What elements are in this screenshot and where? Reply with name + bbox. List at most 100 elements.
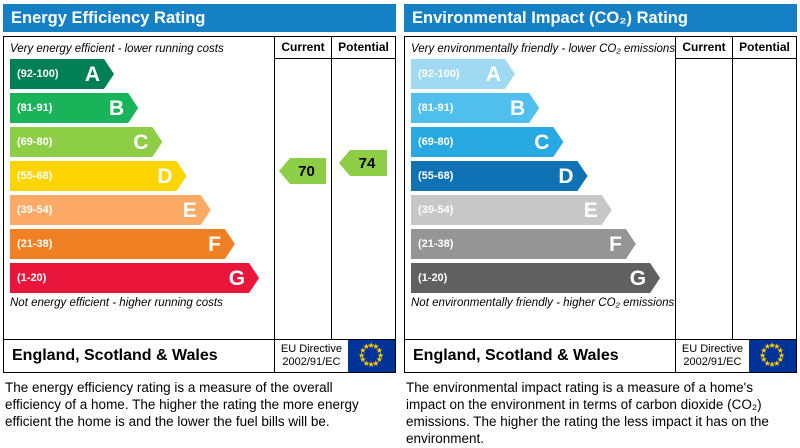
eu-flag-star: ★ — [768, 341, 776, 350]
energy-efficiency-panel: Energy Efficiency Rating Very energy eff… — [3, 4, 396, 447]
eu-flag-star: ★ — [372, 342, 380, 352]
energy-eu-directive-label: EU Directive 2002/91/EC — [273, 340, 348, 372]
band-range-label: (92-100) — [17, 68, 59, 80]
band-range-label: (21-38) — [418, 238, 454, 250]
eu-directive-line2: 2002/91/EC — [282, 356, 341, 368]
band-letter-label: E — [182, 198, 197, 222]
eu-flag-star: ★ — [773, 342, 781, 352]
energy-potential-column: Potential — [331, 37, 395, 339]
eu-flag-star: ★ — [760, 355, 768, 365]
energy-band-b: (81-91) B — [10, 93, 138, 123]
environmental-potential-column: Potential — [732, 37, 796, 339]
band-letter-label: F — [609, 232, 622, 256]
band-range-label: (39-54) — [418, 204, 454, 216]
eu-flag-star: ★ — [760, 345, 768, 355]
environmental-impact-panel: Environmental Impact (CO₂) Rating Very e… — [404, 4, 797, 447]
band-letter-label: C — [534, 130, 550, 154]
energy-bottom-note: Not energy efficient - higher running co… — [10, 297, 223, 309]
band-letter-label: A — [485, 62, 501, 86]
band-letter-label: B — [510, 96, 526, 120]
energy-current-column: Current — [274, 37, 331, 339]
environmental-top-note: Very environmentally friendly - lower CO… — [411, 43, 676, 55]
environmental-bottom-note: Not environmentally friendly - higher CO… — [411, 297, 675, 309]
environmental-current-column-header: Current — [676, 37, 732, 59]
band-letter-label: E — [583, 198, 598, 222]
band-range-label: (55-68) — [17, 170, 53, 182]
band-letter-label: D — [558, 164, 574, 188]
eu-flag-star: ★ — [776, 345, 784, 355]
eu-flag-icon: ★ ★ ★ ★ ★ ★ ★ ★ ★ ★ ★ ★ — [749, 340, 796, 372]
eu-flag-star: ★ — [358, 350, 366, 360]
eu-flag-star: ★ — [776, 355, 784, 365]
eu-flag-star: ★ — [362, 358, 370, 368]
eu-flag-star: ★ — [375, 345, 383, 355]
energy-footer-bar: England, Scotland & Wales EU Directive 2… — [3, 339, 396, 373]
band-letter-label: F — [208, 232, 221, 256]
energy-band-g: (1-20) G — [10, 263, 259, 293]
environmental-band-d: (55-68) D — [411, 161, 588, 191]
band-range-label: (39-54) — [17, 204, 53, 216]
environmental-band-c: (69-80) C — [411, 127, 563, 157]
environmental-band-a: (92-100) A — [411, 59, 515, 89]
eu-flag-star: ★ — [768, 360, 776, 369]
band-range-label: (1-20) — [418, 272, 448, 284]
eu-flag-star: ★ — [372, 358, 380, 368]
eu-flag-star: ★ — [763, 358, 771, 368]
energy-band-c: (69-80) C — [10, 127, 162, 157]
energy-band-a: (92-100) A — [10, 59, 114, 89]
band-range-label: (81-91) — [418, 102, 454, 114]
energy-potential-rating-arrow: 74 — [339, 150, 387, 176]
energy-description: The energy efficiency rating is a measur… — [5, 380, 359, 429]
band-letter-label: G — [629, 266, 647, 290]
eu-flag-icon: ★ ★ ★ ★ ★ ★ ★ ★ ★ ★ ★ ★ — [348, 340, 395, 372]
eu-flag-star: ★ — [778, 350, 786, 360]
environmental-rating-chart: Very environmentally friendly - lower CO… — [404, 36, 797, 340]
energy-current-rating-arrow: 70 — [279, 158, 326, 184]
eu-flag-star: ★ — [359, 345, 367, 355]
environmental-bands: (92-100) A (81-91) B (69-80) C (55-68) D (39-54)… — [411, 59, 671, 293]
energy-band-e: (39-54) E — [10, 195, 211, 225]
band-range-label: (69-80) — [418, 136, 454, 148]
eu-flag-star: ★ — [763, 342, 771, 352]
energy-current-column-header: Current — [275, 37, 331, 59]
energy-region-label: England, Scotland & Wales — [12, 347, 218, 364]
band-range-label: (81-91) — [17, 102, 53, 114]
eu-flag-star: ★ — [773, 358, 781, 368]
eu-directive-line1: EU Directive — [280, 343, 342, 355]
environmental-region-label: England, Scotland & Wales — [413, 347, 619, 364]
eu-flag-star: ★ — [759, 350, 767, 360]
band-letter-label: C — [133, 130, 149, 154]
environmental-band-g: (1-20) G — [411, 263, 660, 293]
energy-panel-title: Energy Efficiency Rating — [3, 4, 396, 32]
eu-flag-star: ★ — [359, 355, 367, 365]
band-letter-label: A — [84, 62, 100, 86]
environmental-footer-bar: England, Scotland & Wales EU Directive 2… — [404, 339, 797, 373]
energy-band-d: (55-68) D — [10, 161, 187, 191]
environmental-band-b: (81-91) B — [411, 93, 539, 123]
band-range-label: (92-100) — [418, 68, 460, 80]
energy-top-note: Very energy efficient - lower running co… — [10, 43, 224, 55]
energy-bands-area: Very energy efficient - lower running co… — [4, 37, 274, 339]
environmental-band-f: (21-38) F — [411, 229, 636, 259]
eu-directive-line2: 2002/91/EC — [683, 356, 742, 368]
environmental-description: The environmental impact rating is a mea… — [406, 380, 769, 446]
eu-flag-star: ★ — [367, 360, 375, 369]
band-range-label: (21-38) — [17, 238, 53, 250]
band-range-label: (55-68) — [418, 170, 454, 182]
environmental-current-column: Current — [675, 37, 732, 339]
environmental-eu-directive-label: EU Directive 2002/91/EC — [674, 340, 749, 372]
band-range-label: (1-20) — [17, 272, 47, 284]
environmental-panel-title: Environmental Impact (CO₂) Rating — [404, 4, 797, 32]
energy-potential-column-header: Potential — [332, 37, 395, 59]
environmental-band-e: (39-54) E — [411, 195, 612, 225]
energy-rating-chart: Very energy efficient - lower running co… — [3, 36, 396, 340]
energy-band-f: (21-38) F — [10, 229, 235, 259]
energy-bands: (92-100) A (81-91) B (69-80) C (55-68) D (39-54)… — [10, 59, 270, 293]
band-letter-label: G — [228, 266, 246, 290]
eu-flag-star: ★ — [377, 350, 385, 360]
eu-flag-star: ★ — [362, 342, 370, 352]
eu-flag-star: ★ — [375, 355, 383, 365]
band-letter-label: D — [157, 164, 173, 188]
band-letter-label: B — [109, 96, 125, 120]
